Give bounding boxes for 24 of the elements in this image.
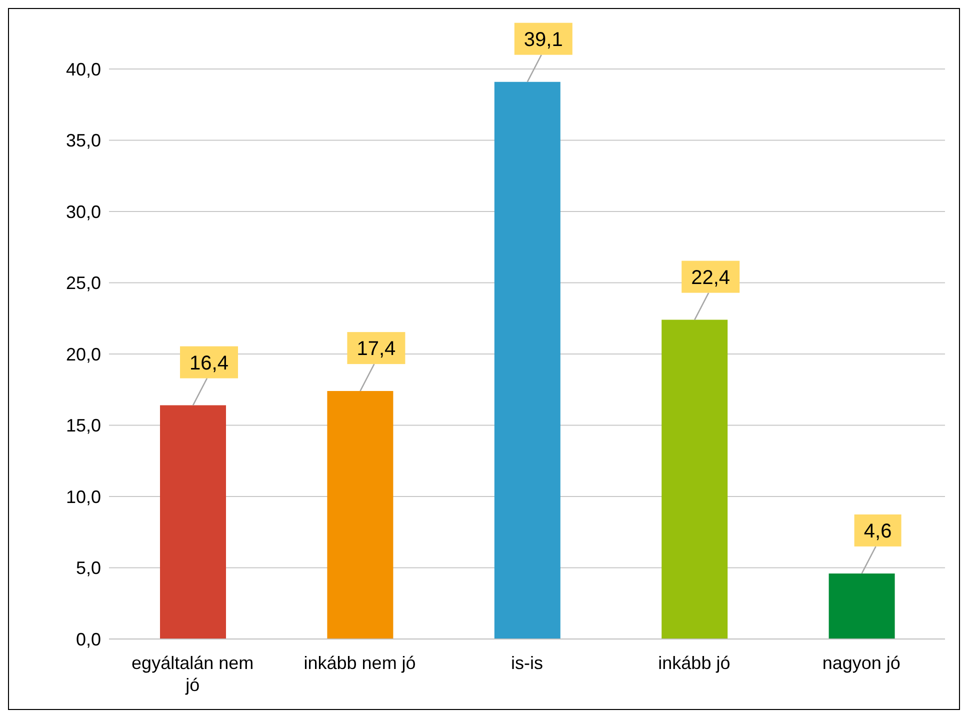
y-tick-label: 5,0 <box>76 558 101 578</box>
y-tick-label: 15,0 <box>66 416 101 436</box>
bar <box>327 391 394 639</box>
data-label: 16,4 <box>190 352 228 374</box>
bar <box>160 405 226 639</box>
y-tick-label: 0,0 <box>76 629 101 650</box>
data-label: 17,4 <box>356 338 396 360</box>
data-label: 22,4 <box>691 266 730 289</box>
x-tick-label: nagyon jó <box>822 653 900 673</box>
y-tick-label: 20,0 <box>66 344 101 364</box>
data-label: 4,6 <box>864 520 892 542</box>
y-tick-label: 40,0 <box>66 59 101 80</box>
y-tick-label: 10,0 <box>66 486 101 507</box>
x-tick-label: inkább jó <box>658 653 730 673</box>
y-tick-label: 30,0 <box>66 202 101 222</box>
data-label: 39,1 <box>524 28 563 51</box>
y-tick-label: 25,0 <box>66 273 101 294</box>
bar <box>494 82 560 639</box>
x-tick-label: inkább nem jó <box>304 653 416 673</box>
x-tick-label: is-is <box>511 653 543 673</box>
bar <box>662 320 728 639</box>
y-tick-label: 35,0 <box>66 130 101 151</box>
x-tick-label: egyáltalán nem jó <box>132 653 254 695</box>
bar <box>828 573 895 639</box>
